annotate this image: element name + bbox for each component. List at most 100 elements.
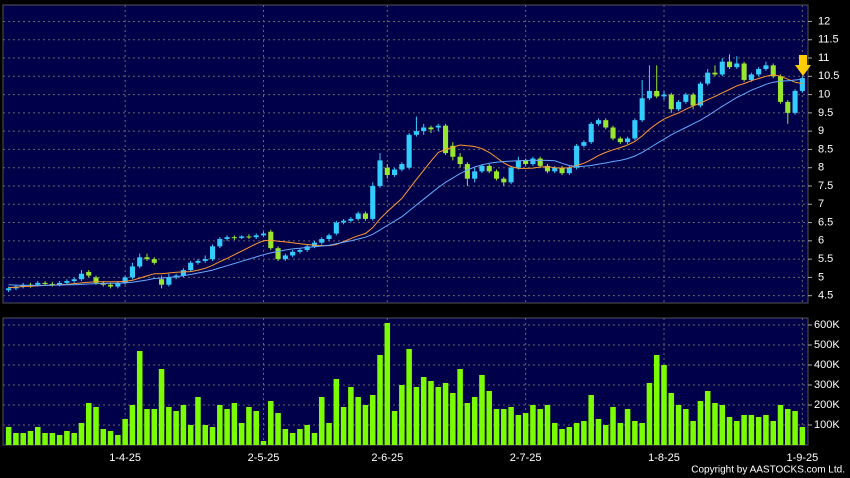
candle-body bbox=[726, 61, 733, 68]
volume-bar bbox=[238, 423, 245, 445]
candle-body bbox=[297, 249, 303, 252]
volume-bar bbox=[581, 421, 587, 445]
y-tick-label: 11 bbox=[818, 52, 829, 64]
candle-body bbox=[443, 125, 449, 154]
candle-body bbox=[748, 74, 754, 80]
volume-bar bbox=[391, 411, 398, 445]
candle-body bbox=[530, 158, 536, 165]
candle-body bbox=[202, 259, 208, 261]
volume-bar bbox=[617, 423, 624, 445]
moving-average bbox=[8, 73, 803, 289]
volume-bar bbox=[289, 433, 296, 445]
candle-body bbox=[239, 236, 245, 238]
candle-body bbox=[260, 233, 267, 236]
volume-bar bbox=[158, 369, 165, 445]
volume-bar bbox=[93, 407, 99, 445]
y-tick-label: 6.5 bbox=[818, 216, 833, 228]
candle-body bbox=[632, 120, 638, 139]
volume-bar bbox=[173, 411, 179, 445]
candle-body bbox=[231, 237, 237, 239]
y-tick-label: 5 bbox=[818, 271, 824, 283]
volume-bar bbox=[501, 409, 507, 445]
volume-bar bbox=[522, 413, 529, 445]
candle-body bbox=[421, 127, 427, 132]
volume-bar bbox=[209, 427, 216, 445]
y-tick-label: 12 bbox=[818, 15, 830, 27]
candle-body bbox=[217, 239, 223, 247]
candle-body bbox=[406, 134, 412, 168]
candle-body bbox=[392, 169, 398, 176]
volume-bar bbox=[799, 427, 806, 445]
volume-bar bbox=[435, 387, 442, 445]
volume-bar bbox=[763, 415, 769, 445]
volume-bar bbox=[792, 411, 798, 445]
candle-body bbox=[668, 94, 674, 110]
volume-bar bbox=[355, 397, 361, 445]
candle-body bbox=[71, 279, 77, 282]
volume-bar bbox=[369, 395, 376, 445]
volume-bar bbox=[704, 391, 711, 445]
copyright: Copyright by AASTOCKS.com Ltd. bbox=[691, 465, 845, 476]
candle-body bbox=[457, 156, 463, 165]
candle-body bbox=[610, 127, 616, 139]
candle-body bbox=[588, 123, 594, 143]
candle-body bbox=[49, 283, 55, 285]
volume-bar bbox=[35, 427, 41, 445]
volume-bar bbox=[20, 433, 26, 445]
candle-body bbox=[224, 237, 230, 240]
candle-body bbox=[559, 167, 565, 174]
candle-body bbox=[209, 246, 216, 260]
candle-body bbox=[188, 262, 194, 271]
volume-bar bbox=[457, 369, 463, 445]
candle-body bbox=[574, 145, 580, 168]
volume-bar bbox=[748, 415, 755, 445]
y-tick-label: 4.5 bbox=[818, 290, 833, 302]
candle-body bbox=[129, 266, 135, 278]
volume-bar bbox=[318, 397, 325, 445]
volume-bar bbox=[530, 405, 536, 445]
candle-body bbox=[661, 94, 667, 97]
candle-body bbox=[159, 279, 165, 285]
volume-bar bbox=[49, 433, 56, 445]
volume-bar bbox=[5, 427, 12, 445]
candle-body bbox=[115, 282, 121, 287]
y-tick-label: 500K bbox=[814, 339, 840, 351]
candle-body bbox=[464, 164, 470, 179]
x-tick-label: 1-4-25 bbox=[109, 452, 141, 464]
volume-bar bbox=[668, 393, 675, 445]
volume-bar bbox=[573, 423, 580, 445]
candle-body bbox=[253, 235, 259, 238]
moving-average bbox=[8, 78, 803, 286]
volume-bar bbox=[246, 407, 252, 445]
volume-bar bbox=[420, 377, 427, 445]
volume-bar bbox=[697, 401, 704, 445]
candle-body bbox=[493, 171, 500, 179]
volume-bar bbox=[311, 433, 318, 445]
price-panel bbox=[2, 4, 809, 304]
volume-bar bbox=[187, 425, 194, 445]
volume-bar bbox=[683, 409, 689, 445]
volume-bar bbox=[566, 427, 573, 445]
candle-body bbox=[472, 171, 478, 179]
y-tick-label: 11.5 bbox=[818, 34, 839, 46]
candle-body bbox=[646, 90, 652, 99]
candle-body bbox=[770, 65, 776, 77]
volume-bar bbox=[56, 435, 63, 445]
candle-body bbox=[362, 213, 368, 219]
volume-bar bbox=[85, 403, 92, 445]
candle-body bbox=[6, 288, 12, 291]
volume-bar bbox=[129, 405, 136, 445]
candle-body bbox=[311, 242, 318, 247]
candle-body bbox=[57, 282, 63, 285]
candle-body bbox=[246, 236, 252, 238]
latest-arrow bbox=[795, 55, 811, 76]
volume-bar bbox=[231, 403, 238, 445]
y-tick-label: 8.5 bbox=[818, 143, 833, 155]
candle-body bbox=[435, 125, 441, 128]
volume-bar bbox=[333, 379, 340, 445]
volume-bar bbox=[610, 407, 616, 445]
volume-bar bbox=[559, 429, 565, 445]
volume-bar bbox=[508, 407, 514, 445]
y-tick-label: 9 bbox=[818, 125, 824, 137]
candle-body bbox=[413, 131, 419, 135]
